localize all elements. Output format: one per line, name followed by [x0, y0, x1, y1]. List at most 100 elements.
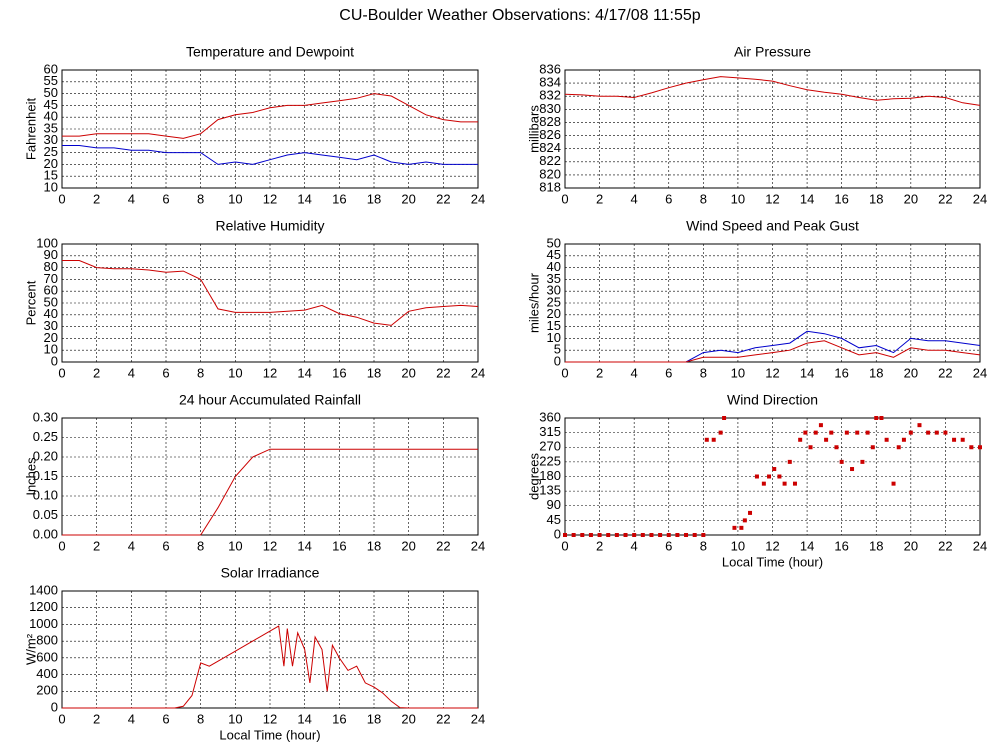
y-tick-label: 0.05 — [33, 507, 58, 522]
x-tick-label: 12 — [765, 538, 779, 553]
y-tick-label: 180 — [539, 468, 561, 483]
x-tick-label: 18 — [869, 191, 883, 206]
y-tick-label: 35 — [44, 120, 58, 135]
y-tick-label: 30 — [44, 318, 58, 333]
data-point — [787, 459, 792, 464]
data-point — [640, 533, 645, 537]
x-tick-label: 10 — [731, 191, 745, 206]
y-tick-label: 1200 — [29, 599, 58, 614]
y-tick-label: 400 — [36, 666, 58, 681]
x-tick-label: 22 — [938, 365, 952, 380]
x-tick-label: 12 — [765, 191, 779, 206]
y-axis-label: Fahrenheit — [23, 98, 38, 161]
data-point — [818, 423, 823, 428]
plot-frame — [61, 69, 479, 189]
data-point — [896, 445, 901, 450]
x-tick-label: 0 — [58, 711, 65, 726]
y-tick-label: 20 — [547, 306, 561, 321]
data-point — [824, 437, 829, 442]
x-tick-label: 18 — [367, 365, 381, 380]
x-tick-label: 14 — [297, 191, 311, 206]
y-tick-label: 135 — [539, 483, 561, 498]
data-point — [732, 525, 737, 530]
data-point — [844, 430, 849, 435]
x-tick-label: 4 — [128, 365, 135, 380]
data-line — [62, 448, 478, 536]
data-point — [839, 459, 844, 464]
data-point — [978, 445, 982, 450]
x-tick-label: 6 — [162, 365, 169, 380]
data-point — [666, 533, 671, 537]
y-tick-label: 5 — [554, 342, 561, 357]
x-tick-label: 4 — [128, 538, 135, 553]
chart-title: 24 hour Accumulated Rainfall — [179, 392, 361, 408]
x-tick-label: 8 — [197, 538, 204, 553]
data-point — [891, 481, 896, 486]
y-tick-label: 828 — [539, 114, 561, 129]
data-point — [960, 437, 965, 442]
y-tick-label: 45 — [547, 512, 561, 527]
x-tick-label: 16 — [332, 191, 346, 206]
y-axis-label: Percent — [23, 280, 38, 325]
y-tick-label: 826 — [539, 127, 561, 142]
x-tick-label: 8 — [700, 365, 707, 380]
data-point — [884, 437, 889, 442]
x-tick-label: 18 — [367, 191, 381, 206]
y-axis-label: miles/hour — [526, 272, 541, 333]
x-tick-label: 8 — [700, 538, 707, 553]
x-axis-label: Local Time (hour) — [219, 727, 320, 742]
x-tick-label: 10 — [731, 538, 745, 553]
chart-title: Air Pressure — [734, 44, 811, 60]
x-tick-label: 2 — [596, 538, 603, 553]
y-tick-label: 40 — [44, 109, 58, 124]
data-point — [870, 445, 875, 450]
y-tick-label: 30 — [547, 283, 561, 298]
x-tick-label: 8 — [197, 711, 204, 726]
chart-title: Wind Speed and Peak Gust — [686, 218, 859, 234]
x-tick-label: 4 — [631, 191, 638, 206]
y-tick-label: 45 — [547, 247, 561, 262]
x-tick-label: 18 — [367, 538, 381, 553]
x-tick-label: 24 — [471, 711, 485, 726]
x-tick-label: 2 — [93, 365, 100, 380]
y-tick-label: 15 — [44, 168, 58, 183]
x-tick-label: 6 — [162, 538, 169, 553]
x-tick-label: 12 — [263, 711, 277, 726]
y-tick-label: 360 — [539, 409, 561, 424]
x-tick-label: 6 — [665, 538, 672, 553]
y-tick-label: 10 — [44, 179, 58, 194]
y-tick-label: 20 — [44, 330, 58, 345]
x-tick-label: 14 — [800, 365, 814, 380]
data-point — [772, 467, 777, 472]
data-point — [754, 474, 759, 479]
x-tick-label: 14 — [297, 538, 311, 553]
x-tick-label: 10 — [228, 538, 242, 553]
data-point — [934, 430, 939, 435]
x-tick-label: 16 — [834, 538, 848, 553]
y-tick-label: 824 — [539, 140, 561, 155]
data-point — [943, 430, 948, 435]
x-tick-label: 4 — [631, 538, 638, 553]
data-point — [874, 416, 879, 420]
x-tick-label: 4 — [128, 711, 135, 726]
y-tick-label: 50 — [547, 235, 561, 250]
data-line — [62, 625, 478, 709]
x-tick-label: 2 — [596, 191, 603, 206]
y-tick-label: 90 — [547, 497, 561, 512]
y-tick-label: 50 — [44, 85, 58, 100]
x-tick-label: 16 — [332, 365, 346, 380]
data-line — [564, 76, 981, 106]
y-tick-label: 270 — [539, 439, 561, 454]
data-point — [926, 430, 931, 435]
y-tick-label: 0 — [554, 526, 561, 541]
x-tick-label: 16 — [834, 191, 848, 206]
data-point — [606, 533, 611, 537]
data-point — [798, 437, 803, 442]
chart-title: Wind Direction — [727, 392, 818, 408]
y-tick-label: 800 — [36, 633, 58, 648]
y-tick-label: 40 — [44, 306, 58, 321]
x-tick-label: 20 — [401, 365, 415, 380]
y-tick-label: 0.10 — [33, 487, 58, 502]
x-tick-label: 22 — [436, 538, 450, 553]
x-tick-label: 18 — [869, 538, 883, 553]
